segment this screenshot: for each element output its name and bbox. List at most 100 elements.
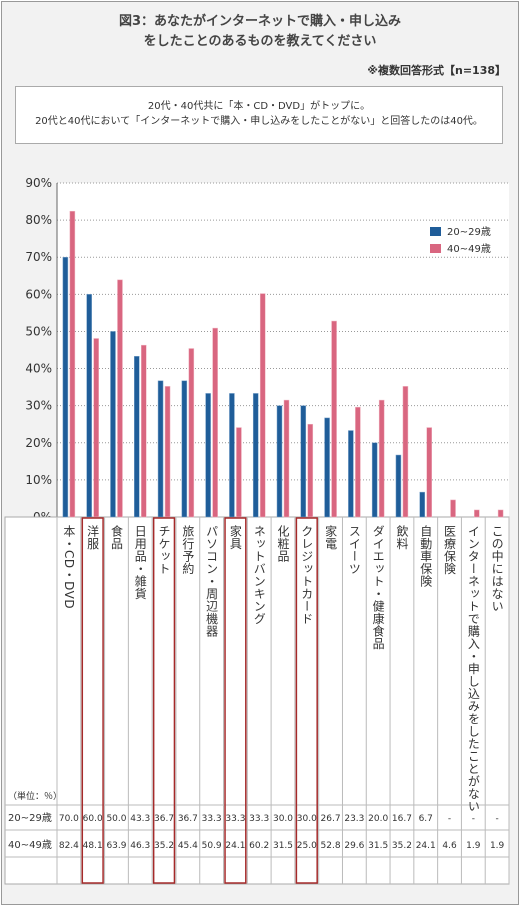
highlight-box [152,517,176,884]
table-value: 36.7 [178,814,198,824]
y-tick-label: 80% [25,213,52,227]
bar-20s [324,417,330,518]
table-value: 31.5 [368,841,388,851]
table-value: 52.8 [321,841,341,851]
highlight-box [81,517,104,884]
category-label: ネットバンキング [252,525,266,625]
category-label: ダイエット・健康食品 [371,525,385,650]
category-label: 化粧品 [276,525,290,563]
table-value: 82.4 [59,841,79,851]
table-value: 29.6 [344,841,364,851]
y-tick-label: 20% [25,436,52,450]
bar-20s [395,454,402,518]
category-label: 医療保険 [443,525,457,575]
y-tick-label: 90% [25,176,52,190]
table-row-label: 40~49歳 [8,839,52,851]
category-label: 食品 [109,524,123,550]
table-value: 50.9 [202,841,222,851]
category-label: 旅行予約 [181,525,195,575]
table-row-label: 20~29歳 [8,812,52,824]
bar-40s [283,399,290,518]
table-value: 24.1 [225,841,245,851]
table-value: 50.0 [106,814,126,824]
table-value: 16.7 [392,814,412,824]
table-value: 63.9 [106,841,126,851]
bar-40s [69,210,76,518]
summary-box: 20代・40代共に「本・CD・DVD」がトップに。 20代と40代において「イン… [15,86,503,144]
title-line-2: をしたことのあるものを教えてください [143,34,377,49]
title-line-1: 図3：あなたがインターネットで購入・申し込み [118,14,402,29]
table-value: 25.0 [297,841,317,851]
bar-40s [378,399,385,518]
category-label: チケット [157,525,171,575]
table-value: 1.9 [490,841,505,851]
bar-40s [402,386,409,518]
table-value: 36.7 [154,814,174,824]
category-label: 家具 [228,524,242,550]
table-value: 6.7 [419,814,433,824]
table-value: 45.4 [178,841,198,851]
summary-line-1: 20代・40代共に「本・CD・DVD」がトップに。 [147,101,371,112]
y-tick-label: 60% [25,287,52,301]
bar-40s [474,509,480,518]
y-tick-label: 70% [25,250,52,264]
table-value: 35.2 [154,841,174,851]
legend-label-20s: 20~29歳 [447,226,491,238]
summary-line-2: 20代と40代において「インターネットで購入・申し込みをしたことがない」と回答し… [35,116,483,127]
table-value: 60.0 [83,814,103,824]
chart-title: 図3：あなたがインターネットで購入・申し込み をしたことのあるものを教えてくださ… [0,12,520,52]
table-value: 46.3 [130,841,150,851]
bar-20s [348,430,354,518]
bar-40s [141,344,147,518]
bar-20s [110,331,116,518]
category-label: 日用品・雑貨 [133,525,147,600]
table-value: 31.5 [273,841,293,851]
table-value: 33.3 [202,814,222,824]
bar-40s [426,427,432,518]
legend-swatch-40s [430,244,441,253]
category-label: 飲料 [395,524,409,550]
data-table [4,516,510,885]
table-value: 48.1 [83,841,103,851]
category-label: パソコン・周辺機器 [205,525,219,638]
bar-40s [331,320,337,518]
bar-40s [188,348,195,518]
table-value: 35.2 [392,841,412,851]
table-value: 43.3 [130,814,150,824]
bar-20s [300,405,307,518]
table-value: 33.3 [249,814,269,824]
table-value: - [495,814,498,824]
y-tick-label: 30% [25,399,52,413]
bar-20s [86,294,92,518]
bar-40s [497,509,504,518]
table-value: 20.0 [368,814,388,824]
bar-20s [181,380,188,518]
bar-20s [62,256,69,518]
sample-note: ※複数回答形式【n=138】 [367,64,506,77]
table-value: - [472,814,475,824]
category-label: 本・CD・DVD [62,525,76,610]
legend-label-40s: 40~49歳 [447,243,491,255]
bar-20s [419,491,425,518]
bar-40s [450,499,456,518]
table-value: 23.3 [344,814,364,824]
category-label: この中にはない [490,525,504,613]
bar-20s [205,393,211,518]
bar-20s [229,393,235,518]
highlight-box [295,517,318,884]
table-value: 24.1 [416,841,436,851]
table-value: 4.6 [442,841,457,851]
bar-40s [212,327,218,518]
bar-40s [117,279,123,518]
bar-20s [252,393,259,518]
table-value: 30.0 [273,814,293,824]
table-value: 26.7 [321,814,341,824]
table-value: 70.0 [59,814,79,824]
y-tick-label: 50% [25,324,52,338]
category-label: スイーツ [347,525,361,575]
category-label: 自動車保険 [419,525,433,588]
table-value: - [448,814,451,824]
highlight-box [224,517,247,884]
bar-20s [371,442,378,518]
